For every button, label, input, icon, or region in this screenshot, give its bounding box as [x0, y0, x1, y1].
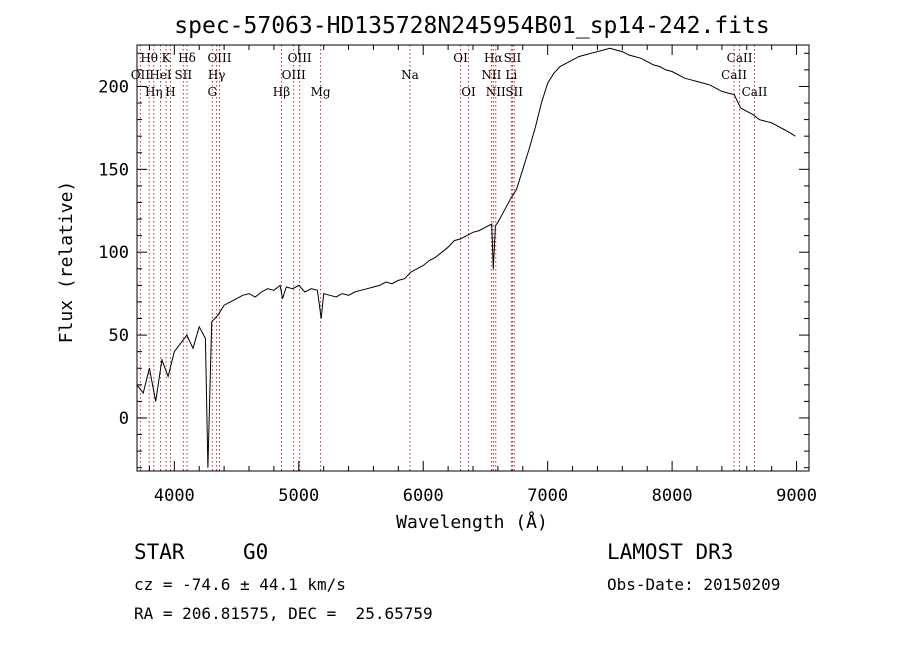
survey-name: LAMOST DR3 — [607, 540, 734, 564]
line-label-8: OIII — [207, 51, 231, 65]
sky-coordinates: RA = 206.81575, DEC = 25.65759 — [134, 604, 433, 623]
object-class: STAR — [134, 540, 185, 564]
x-tick-label-1: 5000 — [278, 486, 319, 506]
y-axis-label: Flux (relative) — [56, 181, 77, 344]
x-tick-label-0: 4000 — [154, 486, 195, 506]
line-label-20: NII — [486, 85, 506, 99]
line-label-1: OII — [131, 68, 151, 82]
observation-date: Obs-Date: 20150209 — [607, 575, 781, 594]
line-label-2: Hη — [145, 85, 163, 99]
line-label-19: NII — [481, 68, 501, 82]
line-label-3: K — [162, 51, 172, 65]
x-axis: 4000 5000 6000 7000 8000 9000 — [148, 45, 817, 506]
line-label-0: Hθ — [140, 51, 158, 65]
object-subclass: G0 — [243, 540, 269, 564]
line-label-12: OIII — [288, 51, 312, 65]
x-tick-label-4: 8000 — [652, 486, 693, 506]
line-label-22: Li — [505, 68, 517, 82]
line-label-21: SII — [504, 51, 522, 65]
spectral-line-markers: Hθ OII Hη K HeI H Hδ SII OIII Hγ G Hβ OIII OIII Mg Na OI… — [131, 45, 768, 471]
line-label-25: CaII — [721, 68, 747, 82]
y-tick-label-0: 0 — [119, 409, 129, 429]
line-label-7: SII — [174, 68, 192, 82]
y-axis: 0 50 100 150 200 — [98, 52, 809, 469]
line-label-23: SII — [505, 85, 523, 99]
line-label-6: Hδ — [178, 51, 196, 65]
line-label-24: CaII — [727, 51, 753, 65]
plot-frame — [136, 44, 810, 472]
line-label-18: Hα — [484, 51, 503, 65]
line-label-5: H — [165, 85, 175, 99]
chart-title: spec-57063-HD135728N245954B01_sp14-242.f… — [174, 13, 769, 39]
x-tick-label-5: 9000 — [776, 486, 817, 506]
line-label-10: G — [207, 85, 217, 99]
y-tick-label-1: 50 — [109, 326, 129, 346]
redshift-velocity: cz = -74.6 ± 44.1 km/s — [134, 575, 346, 594]
line-label-14: Mg — [311, 85, 331, 99]
line-label-16: OI — [453, 51, 468, 65]
y-tick-label-2: 100 — [98, 243, 129, 263]
x-axis-label: Wavelength (Å) — [396, 511, 548, 533]
line-label-17: OI — [461, 85, 476, 99]
y-tick-label-3: 150 — [98, 160, 129, 180]
line-label-11: Hβ — [273, 85, 290, 99]
x-tick-label-2: 6000 — [403, 486, 444, 506]
line-label-4: HeI — [149, 68, 172, 82]
spectrum-series-line — [136, 47, 796, 468]
line-label-26: CaII — [742, 85, 768, 99]
x-tick-label-3: 7000 — [527, 486, 568, 506]
line-label-15: Na — [401, 68, 419, 82]
line-label-9: Hγ — [208, 68, 226, 82]
y-tick-label-4: 200 — [98, 77, 129, 97]
line-label-13: OIII — [282, 68, 306, 82]
